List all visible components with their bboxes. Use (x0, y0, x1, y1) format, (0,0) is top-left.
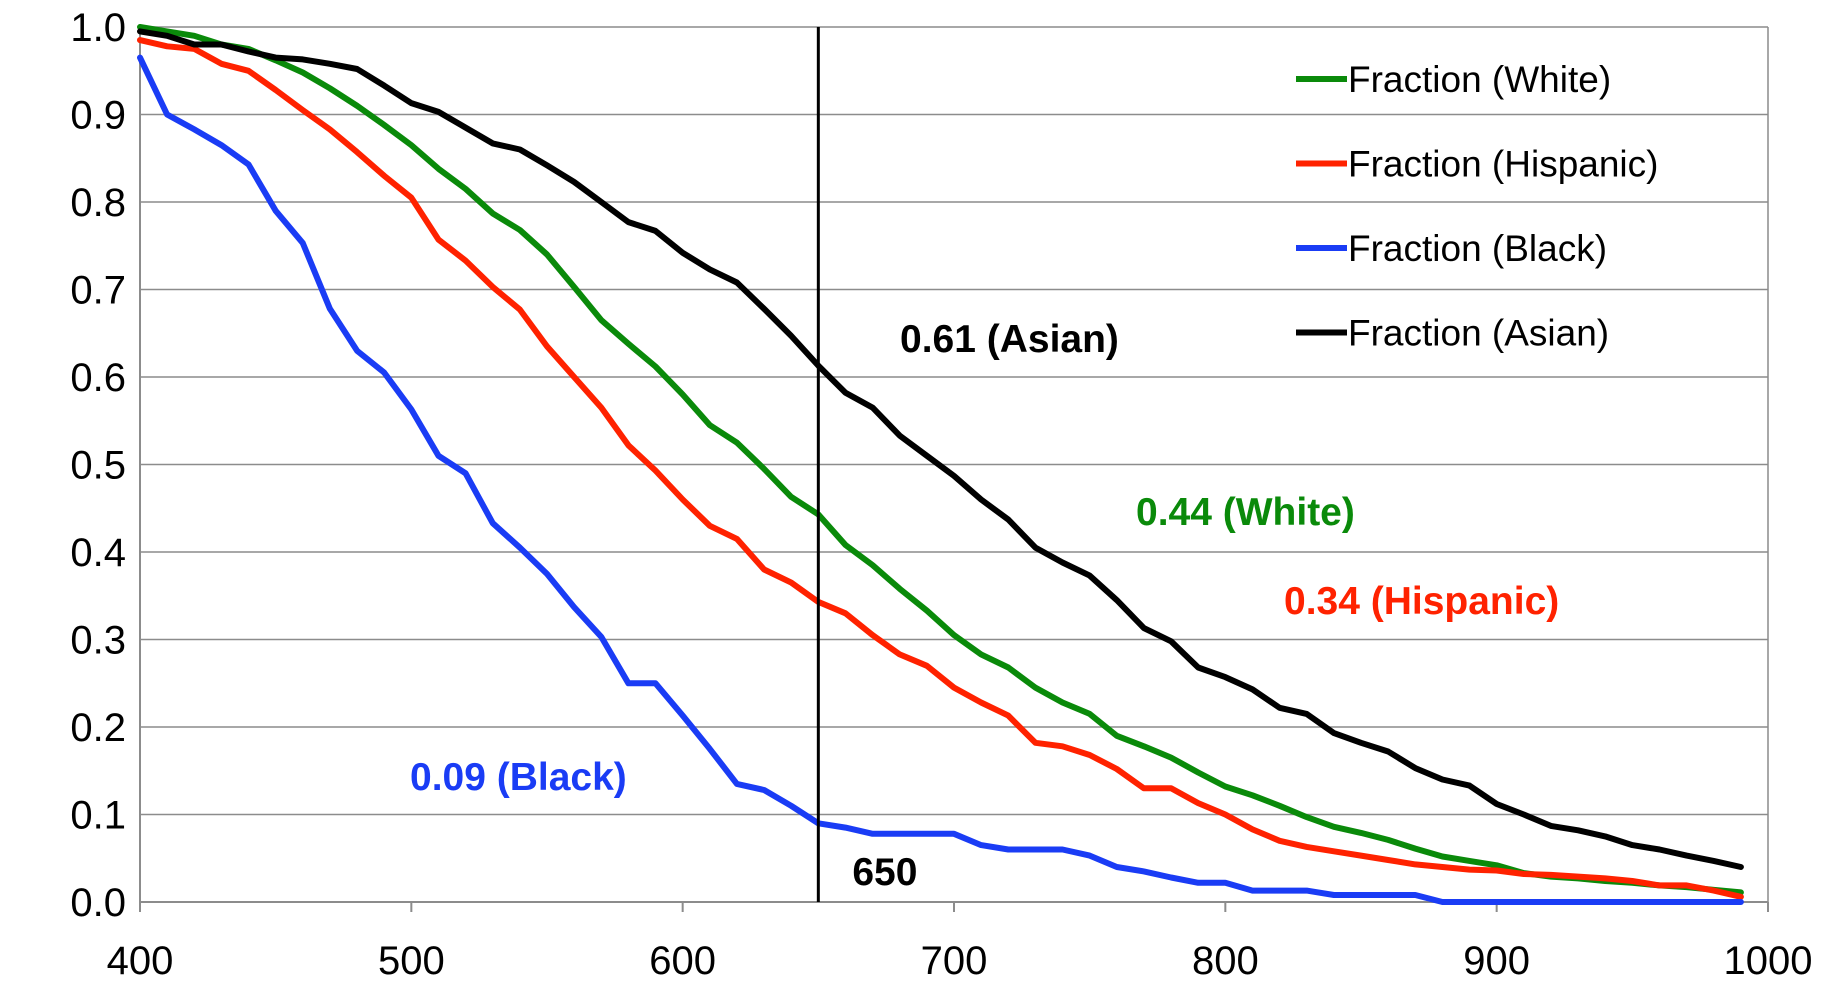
annotations: 0.61 (Asian) 0.44 (White) 0.34 (Hispanic) 0… (410, 318, 1559, 799)
annotation-label: 0.34 (Hispanic) (1284, 580, 1559, 623)
x-tick-label: 800 (1192, 939, 1259, 983)
gridlines (140, 26, 1769, 903)
legend-label: Fraction (White) (1348, 59, 1611, 100)
y-tick-label: 0.3 (70, 619, 126, 663)
series-line-fraction-white (137, 24, 1744, 896)
y-tick-label: 0.2 (70, 706, 126, 750)
y-tick-label: 0.1 (70, 794, 126, 838)
series-line-fraction-hispanic (137, 37, 1744, 900)
annotation-label: 0.09 (Black) (410, 756, 627, 799)
x-tick-label: 600 (649, 939, 716, 983)
x-tick-label: 900 (1463, 939, 1530, 983)
legend-label: Fraction (Black) (1348, 228, 1607, 269)
vline-label: 650 (852, 851, 917, 894)
x-tick-label: 1000 (1724, 939, 1813, 983)
y-tick-label: 0.8 (70, 181, 126, 225)
y-tick-label: 1.0 (70, 6, 126, 50)
y-tick-label: 0.0 (70, 881, 126, 925)
x-tick-label: 700 (921, 939, 988, 983)
legend: Fraction (White) Fraction (Hispanic) Fract… (1296, 59, 1658, 354)
annotation-label: 0.44 (White) (1136, 491, 1355, 534)
legend-label: Fraction (Hispanic) (1348, 144, 1658, 185)
annotation-label: 0.61 (Asian) (900, 318, 1119, 361)
x-tick-label: 500 (378, 939, 445, 983)
series-line-fraction-asian (137, 28, 1744, 870)
y-tick-label: 0.5 (70, 444, 126, 488)
reference-line: 650 (816, 27, 917, 902)
y-tick-label: 0.6 (70, 356, 126, 400)
x-tick-label: 400 (107, 939, 174, 983)
y-axis-tick-labels: 0.0 0.1 0.2 0.3 0.4 0.5 0.6 0.7 0.8 0.9 1.0 (70, 6, 126, 925)
data-series (137, 24, 1744, 905)
series-line-fraction-black (137, 54, 1744, 905)
y-tick-label: 0.7 (70, 269, 126, 313)
y-tick-label: 0.4 (70, 531, 126, 575)
x-axis-tick-labels: 400 500 600 700 800 900 1000 (107, 939, 1813, 983)
legend-label: Fraction (Asian) (1348, 313, 1609, 354)
y-tick-label: 0.9 (70, 94, 126, 138)
